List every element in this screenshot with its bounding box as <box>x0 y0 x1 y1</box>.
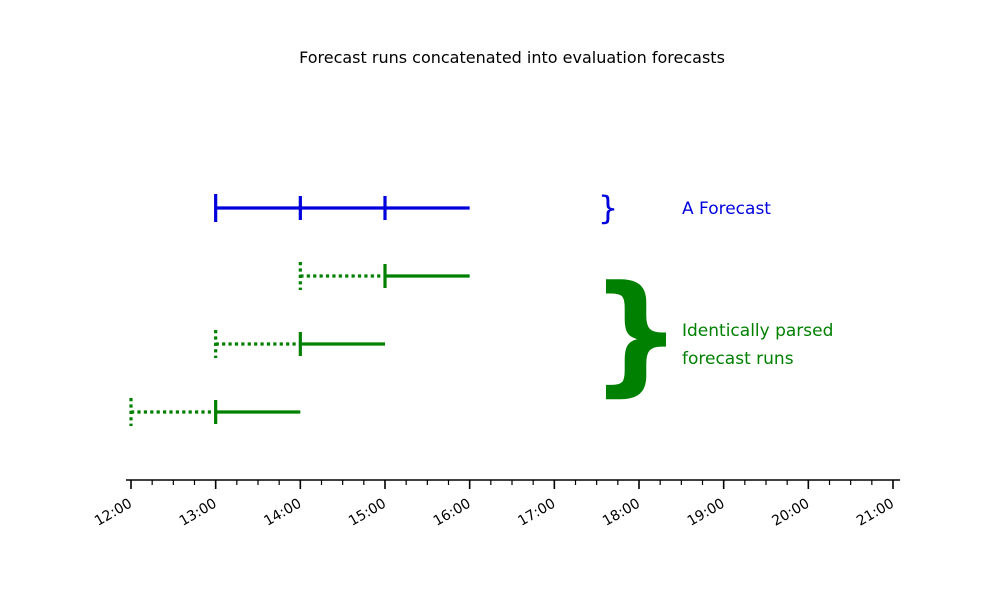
chart-title: Forecast runs concatenated into evaluati… <box>299 48 725 67</box>
annotation-forecast-runs: } Identically parsed forecast runs <box>590 257 834 409</box>
x-axis: 12:00 13:00 14:00 15:00 16:00 17:00 18:00 19:00… <box>92 479 900 530</box>
forecast-rows <box>129 194 470 426</box>
forecast-row-4 <box>129 398 301 426</box>
forecast-row-1 <box>214 194 470 222</box>
x-tick-label: 19:00 <box>685 496 728 530</box>
x-tick-label: 20:00 <box>769 496 812 530</box>
x-tick-label: 17:00 <box>515 496 558 530</box>
x-tick-label: 14:00 <box>261 496 304 530</box>
forecast-row-2 <box>298 262 470 290</box>
annotation-a-forecast: } A Forecast <box>598 189 771 227</box>
x-tick-label: 15:00 <box>346 496 389 530</box>
annotation-label: A Forecast <box>682 199 771 219</box>
x-tick-label: 13:00 <box>177 496 220 530</box>
brace-large: } <box>590 257 683 409</box>
x-tick-label: 18:00 <box>600 496 643 530</box>
x-tick-label: 12:00 <box>92 496 135 530</box>
brace-small: } <box>598 189 618 227</box>
annotation-label: Identically parsed <box>682 321 833 341</box>
x-tick-label: 21:00 <box>854 496 897 530</box>
annotation-label: forecast runs <box>682 349 794 369</box>
x-tick-label: 16:00 <box>431 496 474 530</box>
forecast-row-3 <box>214 330 385 358</box>
